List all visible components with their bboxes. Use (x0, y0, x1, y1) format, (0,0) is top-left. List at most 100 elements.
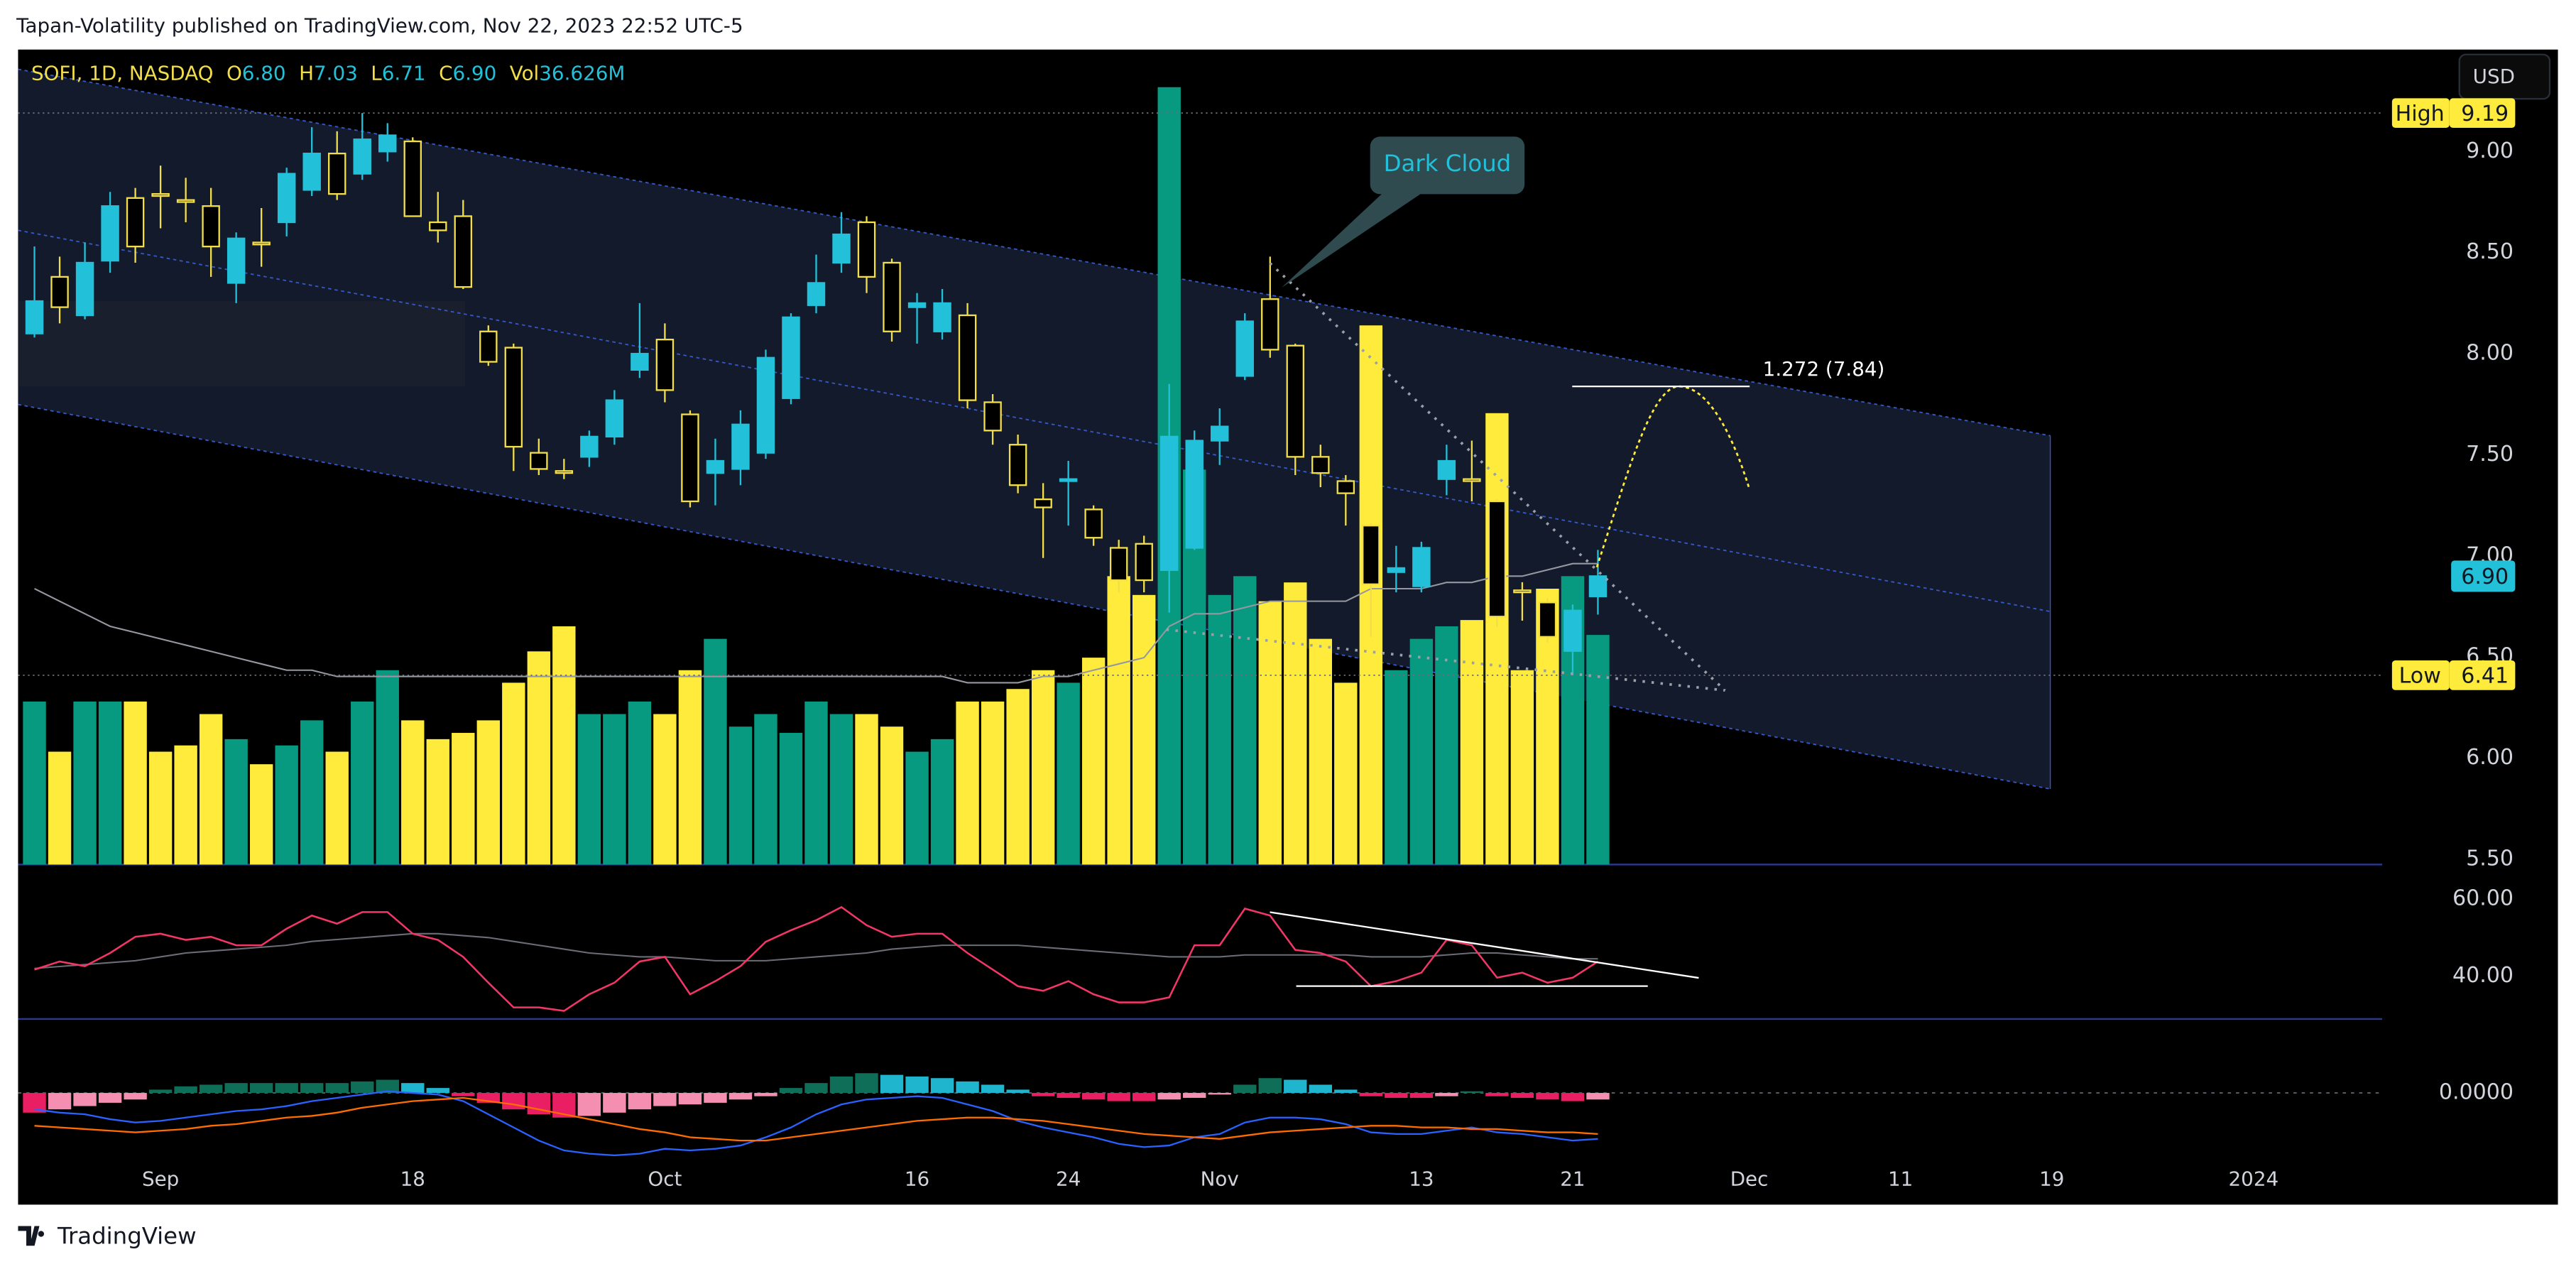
macd-histogram-bar (73, 1093, 97, 1106)
volume-bar (678, 670, 702, 865)
volume-bar (552, 626, 576, 865)
candle-body (1488, 500, 1507, 618)
candle-body (1059, 478, 1078, 482)
macd-histogram-bar (577, 1093, 601, 1116)
candle-body (429, 221, 447, 232)
macd-histogram-bar (779, 1088, 803, 1094)
macd-histogram-bar (880, 1074, 904, 1094)
macd-histogram-bar (728, 1093, 753, 1100)
x-tick-label: Sep (142, 1167, 179, 1191)
volume-bar (1258, 601, 1282, 865)
volume-bar (224, 739, 248, 865)
rsi-trendline (1270, 911, 1699, 979)
volume-bar (754, 714, 777, 865)
volume-bar (1385, 670, 1408, 865)
candle-body (1235, 320, 1254, 377)
volume-bar (300, 720, 324, 865)
volume-bar (1031, 670, 1055, 865)
callout-box (1370, 136, 1525, 195)
indicator-line (34, 1090, 1598, 1157)
volume-bar (1057, 682, 1080, 865)
volume-bar (577, 714, 601, 865)
legend-field-value: 7.03 (314, 62, 358, 85)
volume-bar (981, 701, 1005, 865)
candle-body (756, 356, 775, 454)
volume-bar (23, 701, 46, 865)
publisher-line: Tapan-Volatility published on TradingVie… (16, 13, 743, 37)
volume-bar (249, 764, 273, 865)
last-price-tag (2451, 560, 2516, 592)
macd-histogram-bar (1031, 1093, 1055, 1096)
macd-histogram-bar (376, 1079, 399, 1094)
volume-bar (275, 745, 298, 865)
candle-body (706, 459, 725, 474)
candle-body (454, 215, 473, 288)
macd-histogram-bar (905, 1076, 929, 1094)
callout-pointer (1281, 192, 1423, 288)
callout-text: Dark Cloud (1384, 150, 1512, 177)
candle-body (605, 399, 624, 438)
volume-bar (325, 751, 349, 865)
volume-bar (376, 670, 399, 865)
macd-histogram-bar (1107, 1093, 1130, 1101)
macd-histogram-bar (603, 1093, 626, 1113)
candle-body (101, 205, 119, 262)
macd-histogram-bar (1233, 1084, 1257, 1094)
candle-body (832, 233, 851, 264)
y-tick-label: 6.00 (2466, 745, 2514, 770)
channel-upper (18, 68, 2051, 437)
candle-body (681, 413, 699, 503)
macd-histogram-bar (1409, 1093, 1434, 1098)
x-tick-label: 21 (1560, 1167, 1585, 1191)
macd-histogram-bar (502, 1093, 525, 1110)
macd-histogram-bar (199, 1084, 223, 1094)
legend-field-value: 6.80 (242, 62, 286, 85)
candle-body (907, 302, 927, 308)
legend-field-value: 36.626M (539, 62, 625, 85)
volume-bar (1107, 576, 1130, 865)
volume-bar (1485, 413, 1509, 865)
macd-histogram-bar (48, 1093, 72, 1110)
candle-body (1387, 567, 1406, 573)
plot-layer: 5.506.006.507.007.508.008.509.0060.0040.… (18, 87, 2514, 1191)
volume-bar (1510, 670, 1534, 865)
legend-field-value: 6.71 (382, 62, 426, 85)
volume-bar (956, 701, 979, 865)
candle-body (1008, 444, 1027, 486)
candle-body (1084, 508, 1103, 539)
legend-field-value: 6.90 (452, 62, 496, 85)
volume-bar (148, 751, 173, 865)
x-tick-label: Oct (648, 1167, 682, 1191)
x-tick-label: 16 (905, 1167, 929, 1191)
x-tick-label: Dec (1730, 1167, 1769, 1191)
macd-histogram-bar (275, 1083, 298, 1094)
last-price-text: 6.90 (2461, 565, 2509, 589)
candle-body (1588, 575, 1608, 597)
projection-curve (1595, 385, 1751, 568)
x-tick-label: 13 (1409, 1167, 1434, 1191)
volume-bar (199, 714, 223, 865)
macd-histogram-bar (98, 1093, 122, 1103)
volume-bar (880, 726, 904, 865)
macd-histogram-bar (1183, 1093, 1206, 1098)
candle-body (50, 276, 69, 308)
level-tag-value (2449, 660, 2516, 690)
legend-field-label: C (439, 62, 452, 85)
currency-label: USD (2473, 65, 2515, 88)
candle-body (1437, 459, 1456, 480)
volume-bar (1208, 594, 1231, 865)
macd-histogram-bar (1081, 1093, 1106, 1100)
volume-bar (351, 701, 374, 865)
macd-histogram-bar (1309, 1084, 1332, 1094)
candle-body (1362, 524, 1380, 585)
macd-histogram-bar (754, 1093, 777, 1096)
macd-histogram-bar (351, 1081, 374, 1094)
macd-histogram-bar (124, 1093, 147, 1100)
candle-body (782, 316, 800, 399)
legend-line: SOFI, 1D, NASDAQ O6.80 H7.03 L6.71 C6.90 Vol3… (31, 62, 625, 85)
volume-bar (704, 638, 727, 865)
volume-bar (48, 751, 72, 865)
indicator-line (34, 932, 1598, 969)
macd-histogram-bar (325, 1083, 349, 1094)
